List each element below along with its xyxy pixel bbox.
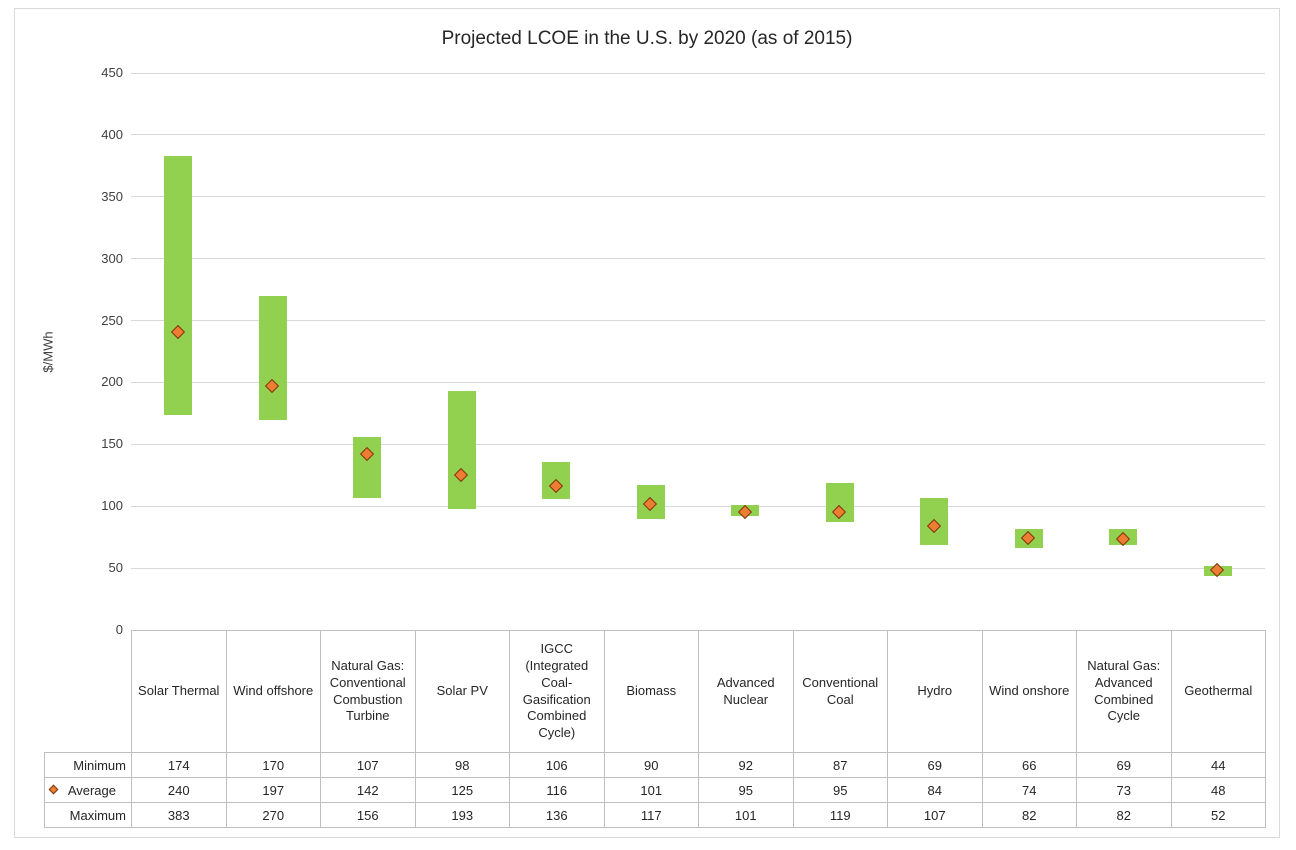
category-cell: Geothermal — [1170, 630, 1266, 753]
value-cell: 125 — [414, 777, 510, 803]
value-cell: 101 — [698, 802, 794, 828]
value-cell: 87 — [792, 752, 888, 778]
value-cell: 52 — [1170, 802, 1266, 828]
value-cell: 48 — [1170, 777, 1266, 803]
series-row: Average 240 197 142 125 116 101 95 95 84 74 73 48 — [44, 777, 1266, 803]
value-cell: 73 — [1076, 777, 1172, 803]
series-row: Minimum 174 170 107 98 106 90 92 87 69 66 69 44 — [44, 752, 1266, 778]
value-cell: 69 — [887, 752, 983, 778]
y-tick-label: 100 — [101, 498, 123, 514]
category-cell: Advanced Nuclear — [698, 630, 794, 753]
gridline — [131, 381, 1265, 383]
category-header-row: Solar Thermal Wind offshore Natural Gas: C… — [45, 630, 1266, 753]
range-bar — [164, 155, 193, 415]
value-cell: 95 — [698, 777, 794, 803]
value-cell: 107 — [887, 802, 983, 828]
category-cell: Natural Gas: Conventional Combustion Tur… — [320, 630, 416, 753]
value-cell: 170 — [225, 752, 321, 778]
value-cell: 92 — [698, 752, 794, 778]
chart-title: Projected LCOE in the U.S. by 2020 (as o… — [441, 28, 853, 49]
value-cell: 106 — [509, 752, 605, 778]
row-header-cell: Minimum — [44, 752, 132, 778]
value-cell: 383 — [131, 802, 227, 828]
value-cell: 44 — [1170, 752, 1266, 778]
gridline — [131, 72, 1265, 74]
category-cell: Conventional Coal — [792, 630, 888, 753]
y-tick-label: 0 — [115, 622, 123, 637]
value-cell: 101 — [603, 777, 699, 803]
category-cell: Wind offshore — [225, 630, 321, 753]
value-cell: 82 — [1076, 802, 1172, 828]
value-cell: 82 — [981, 802, 1077, 828]
gridline — [131, 196, 1265, 198]
value-cell: 107 — [320, 752, 416, 778]
y-tick-label: 350 — [101, 188, 123, 204]
value-cell: 90 — [603, 752, 699, 778]
y-tick-label: 400 — [101, 126, 123, 142]
gridline — [131, 567, 1265, 569]
value-cell: 95 — [792, 777, 888, 803]
category-cell: Biomass — [603, 630, 699, 753]
y-tick-label: 250 — [101, 312, 123, 328]
value-cell: 174 — [131, 752, 227, 778]
category-cell: Wind onshore — [981, 630, 1077, 753]
legend-diamond-icon — [48, 784, 59, 794]
category-cell: Hydro — [887, 630, 983, 753]
y-tick-label: 300 — [101, 250, 123, 266]
y-tick-label: 450 — [101, 65, 123, 80]
y-tick-label: 150 — [101, 436, 123, 452]
value-cell: 156 — [320, 802, 416, 828]
value-cell: 240 — [131, 777, 227, 803]
value-cell: 66 — [981, 752, 1077, 778]
category-cell: IGCC (Integrated Coal-Gasification Combi… — [509, 630, 605, 753]
table-corner-cell — [45, 631, 132, 753]
y-axis-title-text: $/MWh — [40, 331, 56, 373]
gridline — [131, 320, 1265, 322]
value-cell: 119 — [792, 802, 888, 828]
value-cell: 69 — [1076, 752, 1172, 778]
range-bar — [258, 295, 287, 420]
value-cell: 116 — [509, 777, 605, 803]
value-cell: 84 — [887, 777, 983, 803]
value-cell: 193 — [414, 802, 510, 828]
category-cell: Solar Thermal — [131, 630, 227, 753]
value-cell: 117 — [603, 802, 699, 828]
category-cell: Solar PV — [414, 630, 510, 753]
gridline — [131, 134, 1265, 136]
gridline — [131, 443, 1265, 445]
y-tick-label: 200 — [101, 374, 123, 390]
series-row: Maximum 383 270 156 193 136 117 101 119 107 82 82 52 — [44, 802, 1266, 828]
row-header-label: Minimum — [73, 757, 126, 773]
data-table: Solar Thermal Wind offshore Natural Gas: C… — [44, 630, 1266, 828]
range-bar — [447, 391, 476, 509]
value-cell: 142 — [320, 777, 416, 803]
row-header-label: Average — [67, 782, 116, 798]
row-header-cell: Average — [44, 777, 132, 803]
value-cell: 74 — [981, 777, 1077, 803]
row-header-label: Maximum — [69, 807, 126, 823]
value-cell: 197 — [225, 777, 321, 803]
category-cell: Natural Gas: Advanced Combined Cycle — [1076, 630, 1172, 753]
gridline — [131, 505, 1265, 507]
y-tick-label: 50 — [108, 560, 123, 576]
gridline — [131, 258, 1265, 260]
range-bar — [353, 436, 382, 498]
value-cell: 98 — [414, 752, 510, 778]
row-header-cell: Maximum — [44, 802, 132, 828]
value-cell: 270 — [225, 802, 321, 828]
value-cell: 136 — [509, 802, 605, 828]
